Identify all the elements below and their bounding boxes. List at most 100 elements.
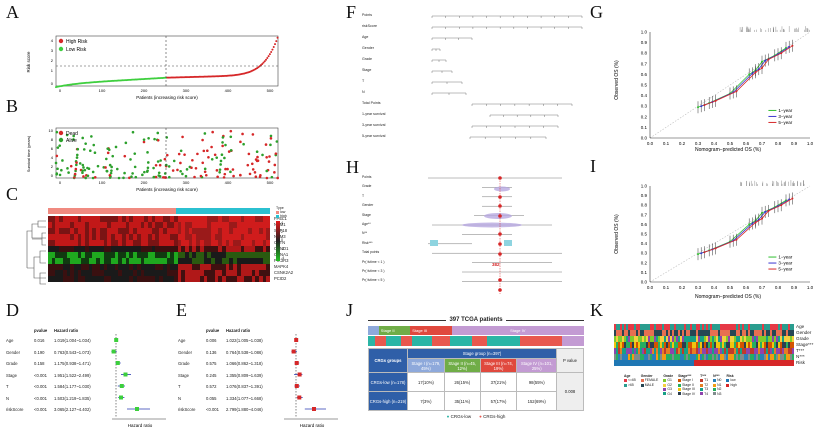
patient-point [218, 168, 222, 171]
legend-group: Risk low high [726, 374, 737, 387]
patient-point [220, 153, 224, 157]
forest-row: Grade 0.158 1.175(0.938~1.471) [6, 358, 170, 370]
patient-point [81, 169, 84, 172]
hr-marker [297, 372, 302, 377]
risk-point [272, 45, 275, 48]
patient-point [157, 174, 161, 177]
patient-point [219, 159, 223, 163]
density-violin [494, 186, 510, 192]
row-label: Stage [178, 372, 189, 378]
patient-point [156, 160, 160, 163]
cell: 152(69%) [516, 391, 557, 411]
col-pvalue: pvalue [34, 328, 48, 333]
row-label: N [6, 395, 10, 401]
panel-d-label: D [6, 300, 19, 320]
patient-point [255, 150, 259, 154]
annotation-track [614, 342, 794, 348]
patient-point [269, 143, 272, 147]
x-tick: 0.9 [791, 141, 798, 146]
row-hr: 1.076(0.837~1.391) [226, 384, 263, 390]
patient-point [269, 134, 273, 138]
patient-point [222, 176, 226, 179]
color-scale-bar [276, 220, 280, 261]
patient-point [239, 140, 242, 144]
risk-score-plot: Risk score 4 3 2 1 0 0 100 200 300 400 5… [26, 35, 279, 100]
patient-point [207, 156, 210, 159]
patient-marker [498, 232, 502, 236]
legend-label: G2 [667, 382, 672, 387]
heatmap-row [48, 246, 271, 252]
legend-swatch [678, 392, 682, 396]
patient-point [110, 165, 113, 169]
group-legend: ● CRGs-low ● CRGs-high [446, 414, 506, 419]
subhead-stage-iv: Stage IV (n=101, 25%) [516, 358, 557, 373]
annotation-track [614, 348, 794, 354]
patient-point [227, 150, 231, 153]
y-tick: 0.4 [641, 93, 648, 98]
row-hr: 0.763(0.543~1.073) [54, 349, 91, 355]
x-tick: 500 [267, 88, 274, 93]
y-tick: 1.0 [641, 184, 648, 189]
patient-point [210, 157, 214, 161]
patient-point [168, 175, 171, 179]
legend-swatch [663, 379, 667, 383]
type-high-bar [176, 208, 270, 214]
row-label: N [178, 395, 182, 401]
patient-point [221, 136, 225, 139]
x-tick: 400 [225, 180, 232, 185]
row-label: riskScore [6, 407, 24, 413]
nomogram-row-label: Risk*** [362, 240, 373, 245]
patient-point [108, 174, 112, 177]
panel-b-label: B [6, 96, 19, 116]
pvalue-header: P value [556, 348, 584, 373]
nomogram-row-label: 1-year survival [362, 112, 386, 116]
patient-point [181, 135, 184, 139]
patient-point [60, 168, 63, 172]
x-tick: 0.7 [759, 141, 766, 146]
patient-point [254, 158, 258, 161]
nomogram-row-label: Stage [362, 68, 372, 72]
patient-point [216, 175, 219, 179]
x-tick: 0.6 [743, 285, 750, 290]
density-violin [484, 213, 512, 219]
patient-point [91, 176, 95, 180]
row-pvalue: 0.575 [206, 361, 217, 367]
row-hr: 1.066(0.862~1.318) [226, 361, 263, 367]
nomogram-row-label: riskScore [362, 24, 377, 28]
patient-point [248, 172, 252, 176]
legend-swatch [713, 379, 717, 383]
patient-point [123, 171, 126, 175]
patient-point [158, 163, 162, 167]
legend-label: 5−year [778, 120, 792, 125]
risk-point [275, 40, 278, 43]
patient-point [56, 146, 60, 149]
legend-label: G4 [667, 391, 672, 396]
nomogram-row-label: Pr( futime < 1 ) [362, 259, 385, 264]
row-hr: 1.019(1.004~1.034) [54, 338, 91, 344]
patient-point [111, 154, 115, 158]
row-pvalue: 0.006 [206, 338, 217, 344]
patient-point [128, 176, 131, 180]
patient-point [114, 145, 118, 149]
cohort-title: 397 TCGA patients [368, 316, 584, 324]
forest-row: Gender 0.136 0.764(0.538~1.086) [178, 347, 342, 359]
nomogram-row-label: Gender [362, 46, 374, 50]
forest-plot-d: Hazard ratio [111, 334, 166, 428]
patient-point [131, 130, 135, 134]
y-tick: 0.2 [641, 114, 648, 119]
panel-c-label: C [6, 184, 19, 204]
legend-label: G1 [667, 378, 672, 383]
legend-swatch [663, 387, 667, 391]
legend-alive: Alive [66, 138, 77, 144]
y-tick: 4 [51, 155, 54, 160]
col-pvalue: pvalue [206, 328, 220, 333]
patient-point [203, 167, 207, 171]
annotation-track [614, 354, 794, 360]
y-tick: 0.8 [641, 203, 648, 208]
patient-point [199, 174, 203, 178]
patient-point [261, 153, 264, 157]
calibration-plot-i: Observed OS (%) Nomogram−predicted OS (%… [614, 180, 814, 300]
patient-point [264, 143, 268, 146]
x-axis-label: Hazard ratio [128, 423, 153, 428]
nomogram-row-label: Gender [362, 203, 374, 208]
